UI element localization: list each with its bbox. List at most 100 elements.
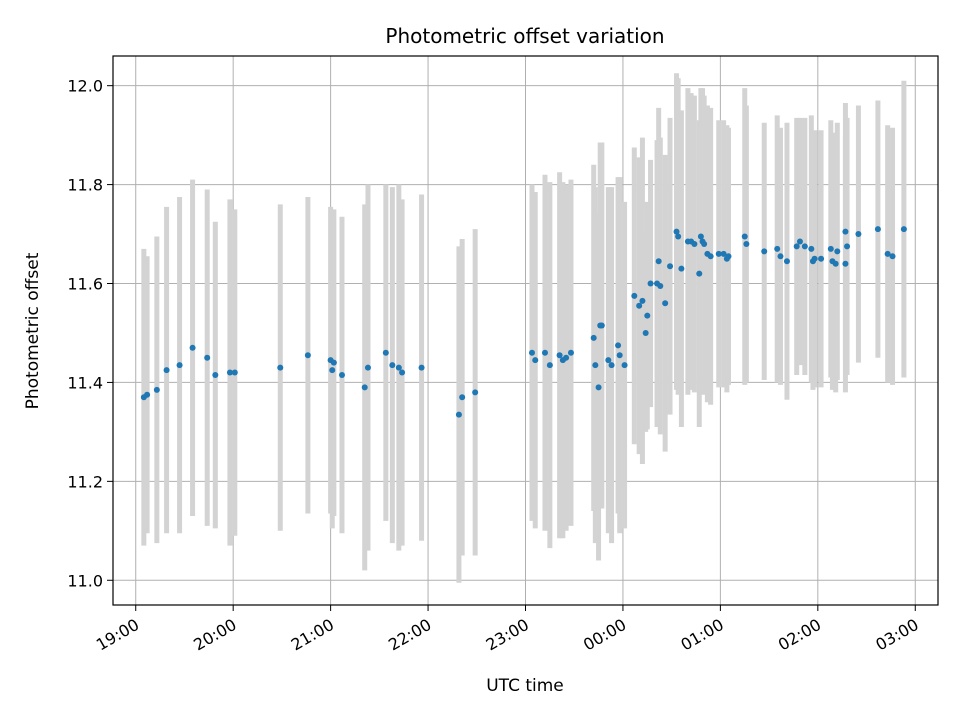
data-point (801, 243, 808, 250)
data-point (389, 362, 396, 369)
data-point (793, 243, 800, 250)
data-point (827, 245, 834, 252)
data-point (642, 329, 649, 336)
data-point (667, 263, 674, 270)
y-tick-label: 11.0 (67, 571, 103, 590)
y-tick-label: 11.6 (67, 275, 103, 294)
data-point (777, 253, 784, 260)
data-point (231, 369, 238, 376)
data-point (818, 255, 825, 262)
y-tick-label: 11.2 (67, 472, 103, 491)
data-point (701, 240, 708, 247)
data-point (361, 384, 368, 391)
data-point (655, 258, 662, 265)
data-point (226, 369, 233, 376)
data-point (329, 367, 336, 374)
data-point (725, 253, 732, 260)
data-point (844, 243, 851, 250)
data-point (842, 260, 849, 267)
data-point (556, 352, 563, 359)
data-point (720, 250, 727, 257)
x-tick-label: 03:00 (872, 615, 921, 655)
data-point (364, 364, 371, 371)
data-points (140, 226, 907, 418)
data-point (811, 255, 818, 262)
data-point (204, 354, 211, 361)
data-point (399, 369, 406, 376)
data-point (696, 270, 703, 277)
x-tick-label: 21:00 (288, 615, 337, 655)
data-point (616, 352, 623, 359)
data-point (636, 302, 643, 309)
data-point (832, 260, 839, 267)
data-point (592, 362, 599, 369)
data-point (153, 386, 160, 393)
chart-title: Photometric offset variation (385, 24, 664, 48)
data-point (834, 248, 841, 255)
x-tick-label: 19:00 (93, 615, 142, 655)
data-point (842, 228, 849, 235)
data-point (546, 362, 553, 369)
data-point (605, 357, 612, 364)
data-point (808, 245, 815, 252)
data-point (330, 359, 337, 366)
data-point (598, 322, 605, 329)
data-point (884, 250, 891, 257)
x-tick-label: 22:00 (385, 615, 434, 655)
data-point (644, 312, 651, 319)
data-point (528, 349, 535, 356)
data-point (900, 226, 907, 233)
data-point (615, 342, 622, 349)
x-tick-label: 20:00 (190, 615, 239, 655)
data-point (472, 389, 479, 396)
data-point (455, 411, 462, 418)
data-point (657, 282, 664, 289)
x-tick-label: 02:00 (775, 615, 824, 655)
data-point (459, 394, 466, 401)
data-point (163, 367, 170, 374)
data-point (277, 364, 284, 371)
data-point (697, 233, 704, 240)
error-bars (141, 73, 907, 583)
data-point (874, 226, 881, 233)
x-tick-label: 01:00 (677, 615, 726, 655)
data-point (715, 250, 722, 257)
data-point (595, 384, 602, 391)
y-tick-label: 11.4 (67, 373, 103, 392)
data-point (590, 334, 597, 341)
data-point (382, 349, 389, 356)
y-axis-ticks: 11.0 11.2 11.4 11.6 11.8 12.0 (67, 77, 113, 590)
data-point (796, 238, 803, 245)
x-tick-label: 23:00 (483, 615, 532, 655)
data-point (621, 362, 628, 369)
data-point (889, 253, 896, 260)
data-point (743, 240, 750, 247)
y-tick-label: 12.0 (67, 77, 103, 96)
data-point (774, 245, 781, 252)
data-point (662, 300, 669, 307)
data-point (673, 228, 680, 235)
data-point (541, 349, 548, 356)
data-point (189, 344, 196, 351)
data-point (783, 258, 790, 265)
data-point (212, 372, 219, 379)
data-point (741, 233, 748, 240)
data-point (761, 248, 768, 255)
data-point (855, 231, 862, 238)
data-point (144, 391, 151, 398)
data-point (567, 349, 574, 356)
data-point (304, 352, 311, 359)
x-tick-label: 00:00 (580, 615, 629, 655)
data-point (176, 362, 183, 369)
data-point (608, 362, 615, 369)
data-point (647, 280, 654, 287)
x-axis-ticks: 19:00 20:00 21:00 22:00 23:00 00:00 01:00 02:00… (93, 605, 922, 654)
data-point (691, 240, 698, 247)
data-point (639, 297, 646, 304)
data-point (707, 253, 714, 260)
data-point (418, 364, 425, 371)
data-point (631, 292, 638, 299)
y-axis-label: Photometric offset (23, 252, 43, 409)
data-point (678, 265, 685, 272)
